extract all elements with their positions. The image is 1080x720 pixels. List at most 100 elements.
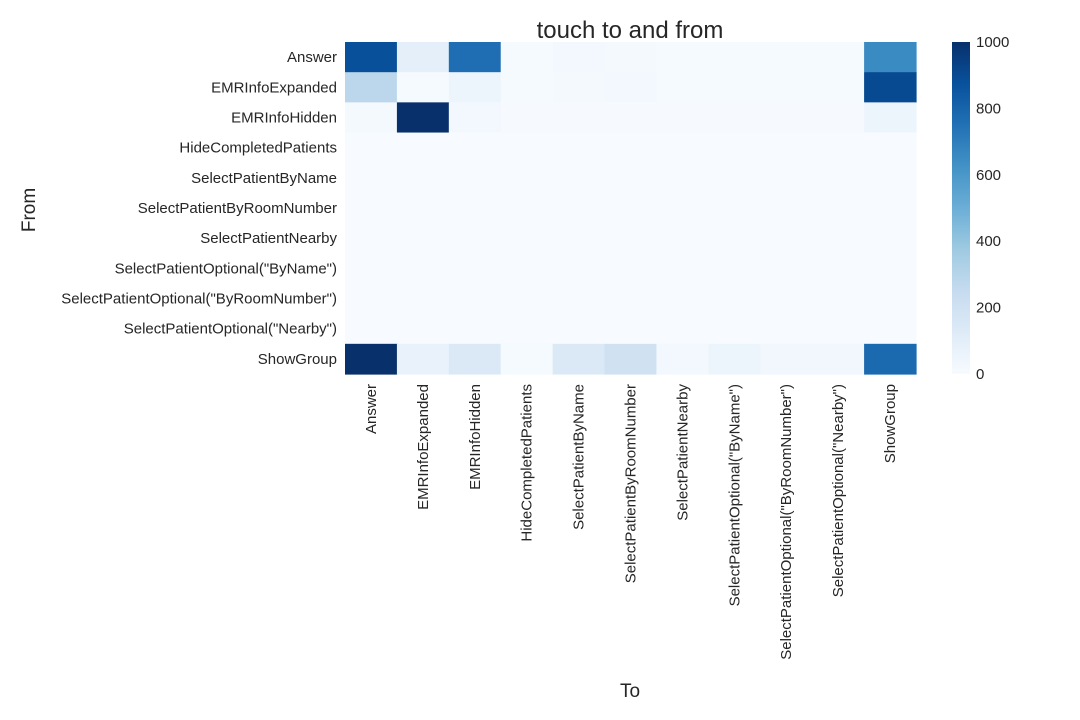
heatmap-cell xyxy=(396,132,450,164)
column-tick-label: EMRInfoHidden xyxy=(467,384,484,490)
heatmap-cell xyxy=(656,253,709,285)
heatmap-cell xyxy=(500,42,554,73)
heatmap-cell xyxy=(500,132,554,164)
heatmap-cell xyxy=(448,162,502,194)
heatmap-cell xyxy=(656,162,709,194)
heatmap-cell xyxy=(760,102,813,134)
heatmap-cell xyxy=(760,313,813,345)
heatmap-cell xyxy=(812,72,865,103)
heatmap-cell xyxy=(708,132,761,164)
heatmap-cell xyxy=(656,72,709,103)
heatmap-cell xyxy=(604,162,658,194)
heatmap-cell xyxy=(656,42,709,73)
row-tick-label: SelectPatientByRoomNumber xyxy=(138,200,337,217)
heatmap-cell xyxy=(864,313,917,345)
heatmap-cell xyxy=(708,283,761,315)
heatmap-cell xyxy=(864,343,917,375)
column-tick-label: SelectPatientByName xyxy=(571,384,588,530)
row-tick-label: SelectPatientOptional("Nearby") xyxy=(124,321,337,338)
heatmap-cell xyxy=(345,253,398,285)
heatmap-cell xyxy=(396,253,450,285)
heatmap-cell xyxy=(708,42,761,73)
heatmap-cell xyxy=(604,42,658,73)
heatmap-cell xyxy=(552,102,606,134)
heatmap-cell xyxy=(500,313,554,345)
heatmap-cell xyxy=(708,253,761,285)
column-tick-label: SelectPatientOptional("ByRoomNumber") xyxy=(778,384,795,660)
column-tick-label: SelectPatientOptional("Nearby") xyxy=(830,384,847,597)
heatmap-cell xyxy=(552,192,606,224)
heatmap-cell xyxy=(345,162,398,194)
heatmap-cell xyxy=(448,283,502,315)
x-axis-label: To xyxy=(620,681,640,702)
y-axis-label: From xyxy=(19,188,40,232)
heatmap-cell xyxy=(864,132,917,164)
heatmap-cell xyxy=(500,192,554,224)
column-tick-label: Answer xyxy=(363,384,380,434)
heatmap-cell xyxy=(760,223,813,254)
heatmap-cell xyxy=(812,42,865,73)
chart-title: touch to and from xyxy=(537,17,724,44)
row-tick-label: HideCompletedPatients xyxy=(179,140,337,157)
heatmap-cell xyxy=(604,253,658,285)
heatmap-cell xyxy=(656,223,709,254)
heatmap-cell xyxy=(604,283,658,315)
heatmap-cell xyxy=(396,72,450,103)
heatmap-cell xyxy=(604,313,658,345)
heatmap-cell xyxy=(396,223,450,254)
column-tick-label: HideCompletedPatients xyxy=(519,384,536,542)
column-tick-label: EMRInfoExpanded xyxy=(415,384,432,510)
heatmap-cell xyxy=(448,253,502,285)
heatmap-cell xyxy=(552,313,606,345)
heatmap-cell xyxy=(812,313,865,345)
heatmap-cell xyxy=(604,72,658,103)
heatmap-cell xyxy=(708,192,761,224)
heatmap-cell xyxy=(552,162,606,194)
heatmap-cell xyxy=(656,313,709,345)
row-tick-label: ShowGroup xyxy=(258,351,337,368)
heatmap-cell xyxy=(864,162,917,194)
heatmap-cell xyxy=(760,343,813,375)
column-tick-label: SelectPatientOptional("ByName") xyxy=(726,384,743,606)
heatmap-cell xyxy=(345,102,398,134)
heatmap-cell xyxy=(448,313,502,345)
heatmap-cell xyxy=(345,192,398,224)
heatmap-cell xyxy=(708,223,761,254)
heatmap-cell xyxy=(448,132,502,164)
heatmap-cell xyxy=(500,343,554,375)
heatmap-cell xyxy=(812,343,865,375)
heatmap-cell xyxy=(448,343,502,375)
heatmap-cell xyxy=(448,192,502,224)
row-tick-labels: Answer EMRInfoExpanded EMRInfoHidden HideCo… xyxy=(61,49,337,368)
colorbar-tick-label: 1000 xyxy=(976,34,1009,51)
heatmap-cell xyxy=(500,253,554,285)
colorbar-tick-label: 400 xyxy=(976,233,1001,250)
heatmap-cell xyxy=(500,223,554,254)
heatmap-cell xyxy=(345,283,398,315)
heatmap-cell xyxy=(448,42,502,73)
heatmap-cell xyxy=(396,343,450,375)
row-tick-label: SelectPatientOptional("ByName") xyxy=(115,260,337,277)
row-tick-label: SelectPatientNearby xyxy=(200,230,337,247)
heatmap-cell xyxy=(656,102,709,134)
heatmap-cell xyxy=(656,132,709,164)
heatmap-cell xyxy=(552,283,606,315)
heatmap-cell xyxy=(708,313,761,345)
heatmap-cell xyxy=(345,313,398,345)
column-tick-labels: Answer EMRInfoExpanded EMRInfoHidden HideCo… xyxy=(363,384,899,660)
heatmap-cell xyxy=(552,132,606,164)
colorbar-tick-labels: 0 200 400 600 800 1000 xyxy=(976,34,1009,383)
heatmap-cell xyxy=(864,283,917,315)
heatmap-cell xyxy=(812,223,865,254)
heatmap-cell xyxy=(812,102,865,134)
heatmap-cell xyxy=(760,192,813,224)
heatmap-cell xyxy=(760,132,813,164)
heatmap-cell xyxy=(448,72,502,103)
heatmap-cell xyxy=(396,313,450,345)
heatmap-cell xyxy=(500,162,554,194)
heatmap-cell xyxy=(864,102,917,134)
heatmap-cell xyxy=(708,162,761,194)
row-tick-label: EMRInfoExpanded xyxy=(211,79,337,96)
heatmap-cell xyxy=(760,42,813,73)
heatmap-cell xyxy=(864,192,917,224)
